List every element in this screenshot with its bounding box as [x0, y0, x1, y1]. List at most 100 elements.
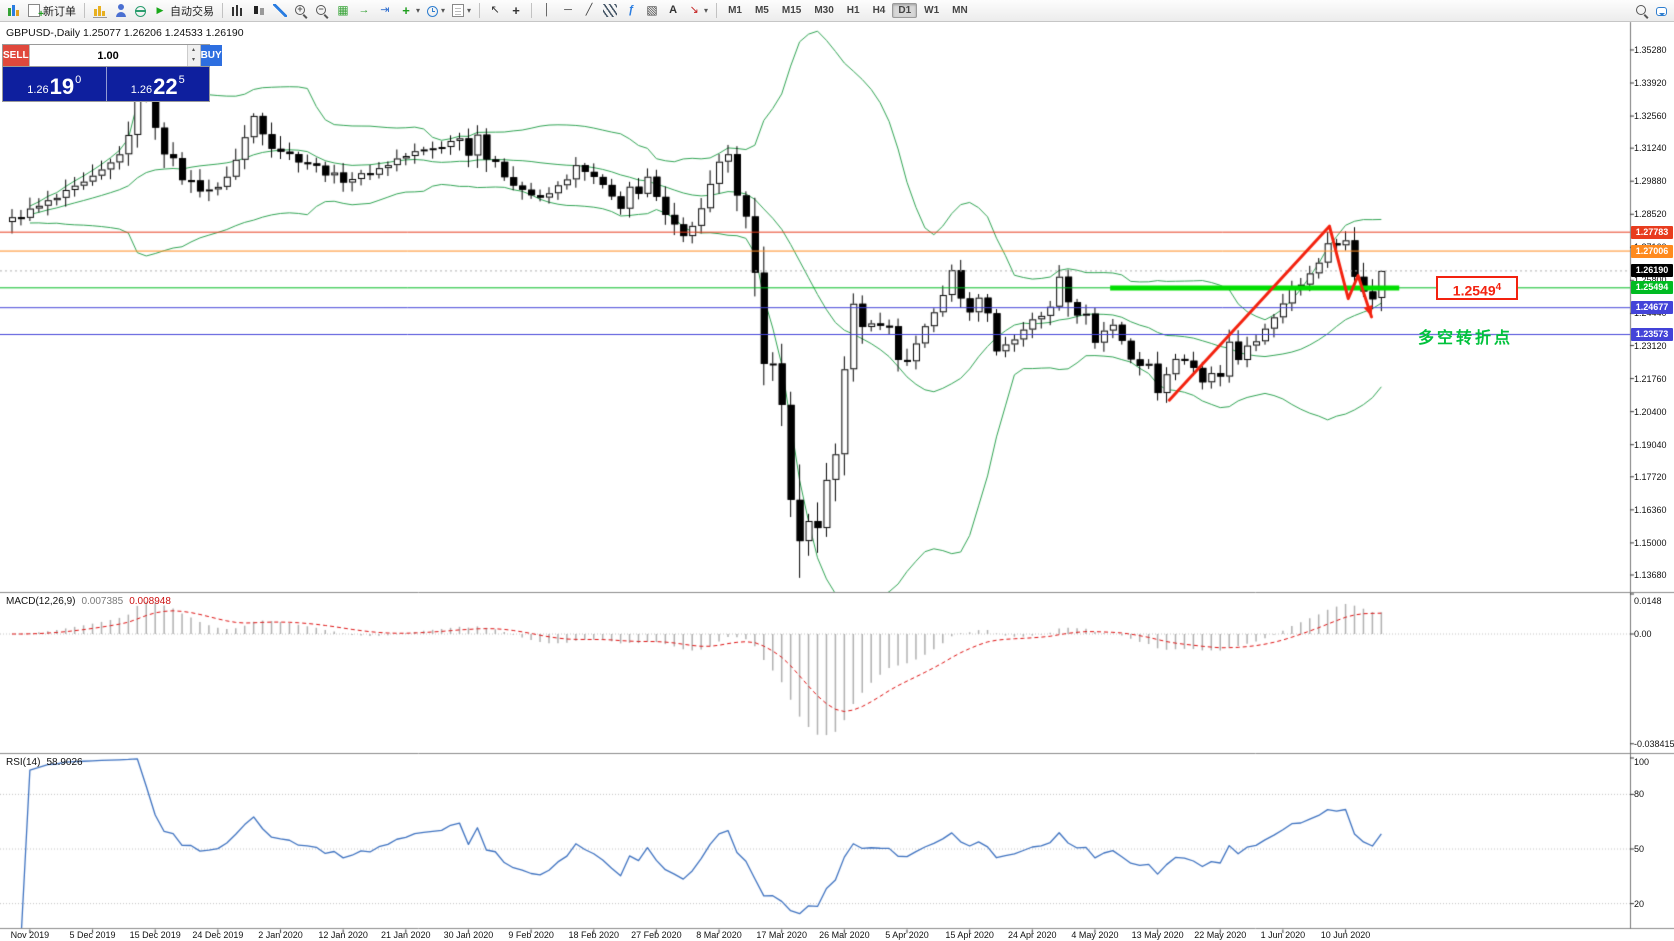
zoom-in-button[interactable]: +	[291, 2, 311, 20]
date-axis-label: 26 Mar 2020	[819, 930, 870, 940]
linechart-icon	[273, 4, 287, 17]
shapes-icon: ▧	[646, 3, 658, 17]
price-axis-label: 1.21760	[1634, 373, 1667, 384]
templates-button[interactable]: ▾	[449, 2, 474, 20]
dropdown-arrow-icon: ▾	[416, 6, 421, 15]
vertical-line-button[interactable]: │	[537, 2, 557, 20]
channel-button[interactable]	[600, 2, 620, 20]
price-badge: 1.27006	[1631, 244, 1673, 258]
periods-button[interactable]: ▾	[424, 2, 448, 20]
rsi-name: RSI(14)	[6, 757, 41, 768]
price-callout-annotation[interactable]: 1.25494	[1436, 276, 1518, 300]
new-chart-button[interactable]	[90, 2, 110, 20]
crosshair-button[interactable]: +	[506, 2, 526, 20]
auto-scroll-button[interactable]: →	[354, 2, 374, 20]
note-annotation[interactable]: 多空转折点	[1418, 330, 1514, 347]
sell-button[interactable]: SELL	[3, 45, 29, 66]
tile-windows-button[interactable]: ▦	[333, 2, 353, 20]
text-button[interactable]: A	[663, 2, 683, 20]
indplus-icon: +	[402, 3, 410, 18]
date-axis-label: 27 Feb 2020	[631, 930, 682, 940]
price-axis-label: 1.15000	[1634, 537, 1667, 548]
search-button[interactable]	[1632, 2, 1652, 20]
line-chart-button[interactable]	[270, 2, 290, 20]
one-click-top-row: SELL ▴ ▾ BUY	[3, 45, 222, 67]
cursor-button[interactable]: ↖	[485, 2, 505, 20]
sell-price-sup: 0	[75, 74, 82, 86]
macd-indicator-label: MACD(12,26,9) 0.007385 0.008948	[6, 596, 171, 607]
timeframe-d1-button[interactable]: D1	[892, 3, 918, 18]
market-watch-button[interactable]	[132, 2, 149, 20]
price-badge: 1.24677	[1631, 301, 1673, 315]
indicators-button[interactable]: + ▾	[396, 2, 423, 20]
channel-icon	[603, 4, 618, 17]
macd-signal-value: 0.008948	[129, 596, 171, 607]
volume-decrease-button[interactable]: ▾	[187, 55, 200, 66]
price-badge: 1.23573	[1631, 328, 1673, 341]
buy-button[interactable]: BUY	[200, 45, 222, 66]
candlestick-chart-button[interactable]	[249, 2, 269, 20]
new-order-button-label: 新订单	[43, 5, 76, 18]
bid-price-badge: 1.26190	[1631, 264, 1673, 278]
timeframe-m1-button[interactable]: M1	[722, 3, 748, 18]
new-order-button[interactable]: 新订单	[25, 2, 79, 21]
price-axis-label: 1.29880	[1634, 176, 1667, 187]
sell-price-button[interactable]: 1.26 19 0	[3, 67, 106, 101]
date-axis-label: 1 Jun 2020	[1260, 930, 1306, 940]
trendline-button[interactable]: ╱	[579, 2, 599, 20]
volume-increase-button[interactable]: ▴	[187, 45, 200, 56]
textlabel-icon: A	[669, 4, 678, 16]
horizontal-line-button[interactable]: ─	[558, 2, 578, 20]
buy-price-small: 1.26	[130, 84, 153, 96]
volume-stepper: ▴ ▾	[186, 45, 200, 66]
rsi-value: 58.9026	[46, 757, 83, 768]
zoom-out-button[interactable]: −	[312, 2, 332, 20]
date-axis-label: 30 Jan 2020	[443, 930, 494, 940]
dropdown-arrow-icon: ▾	[441, 6, 446, 15]
rsi-axis-label: 80	[1634, 789, 1645, 800]
sell-price-big: 19	[49, 74, 75, 99]
toolbar-separator	[84, 3, 85, 18]
shapes-button[interactable]: ▧	[642, 2, 662, 20]
dropdown-arrow-icon: ▾	[467, 6, 472, 15]
date-axis-label: 15 Dec 2019	[129, 930, 181, 940]
auto-trading-button-label: 自动交易	[170, 5, 214, 18]
price-axis-label: 1.33920	[1634, 78, 1667, 88]
date-axis-label: 9 Feb 2020	[508, 930, 554, 940]
buy-price-big: 22	[153, 74, 178, 99]
chartshift-icon: ⇥	[380, 4, 390, 16]
trendline-icon: ╱	[585, 4, 593, 16]
timeframe-h4-button[interactable]: H4	[867, 3, 892, 18]
zoomin-icon: +	[294, 4, 308, 17]
date-axis-label: 4 May 2020	[1071, 930, 1119, 940]
timeframe-m5-button[interactable]: M5	[749, 3, 775, 18]
auto-trading-button[interactable]: ▶ 自动交易	[150, 2, 217, 20]
fibonacci-button[interactable]: ƒ	[621, 2, 641, 20]
buy-price-button[interactable]: 1.26 22 5	[105, 67, 210, 101]
profiles-button[interactable]	[111, 2, 131, 20]
chartyellow-icon	[93, 3, 107, 18]
date-axis-label: 24 Apr 2020	[1008, 930, 1057, 940]
community-button[interactable]	[1653, 2, 1670, 20]
price-axis-label: 1.31240	[1634, 143, 1667, 154]
rsi-axis-label: 100	[1634, 757, 1650, 767]
bar-chart-button[interactable]	[228, 2, 248, 20]
rsi-indicator-label: RSI(14) 58.9026	[6, 757, 83, 768]
timeframe-mn-button[interactable]: MN	[946, 3, 974, 18]
chart-shift-button[interactable]: ⇥	[375, 2, 395, 20]
price-axis-label: 1.23120	[1634, 340, 1667, 351]
chart-title: GBPUSD-,Daily 1.25077 1.26206 1.24533 1.…	[6, 27, 244, 39]
rsi-axis-label: 20	[1634, 898, 1645, 909]
arrows-button[interactable]: ↘ ▾	[684, 2, 711, 20]
zoomout-icon: −	[315, 4, 329, 17]
timeframe-w1-button[interactable]: W1	[918, 3, 945, 18]
toolbar-separator	[222, 3, 223, 18]
timeframe-m15-button[interactable]: M15	[776, 3, 807, 18]
timeframe-h1-button[interactable]: H1	[841, 3, 866, 18]
timeframe-m30-button[interactable]: M30	[808, 3, 839, 18]
macd-main-value: 0.007385	[81, 596, 124, 607]
volume-input[interactable]	[29, 45, 187, 66]
docplus-icon	[28, 4, 44, 21]
